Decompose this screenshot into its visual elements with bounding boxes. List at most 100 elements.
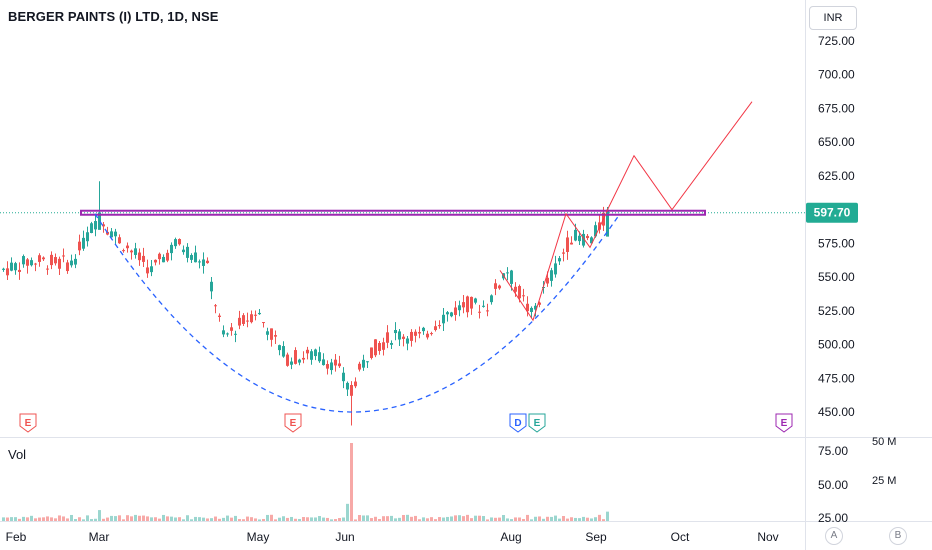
candle-body	[238, 317, 241, 326]
volume-bar	[510, 519, 513, 521]
candle-body	[122, 250, 125, 252]
currency-selector[interactable]: INR	[809, 6, 857, 30]
volume-bar	[138, 515, 141, 521]
volume-bar	[414, 515, 417, 521]
candle-body	[90, 223, 93, 233]
volume-bar	[14, 517, 17, 521]
candles	[2, 181, 609, 426]
volume-bars	[2, 443, 609, 521]
candle-body	[294, 350, 297, 364]
volume-bar	[554, 515, 557, 521]
candle-body	[434, 326, 437, 331]
candle-body	[450, 312, 453, 317]
volume-bar	[410, 516, 413, 521]
candle-body	[274, 335, 277, 337]
price-tick-label: 500.00	[818, 338, 855, 352]
candle-body	[126, 245, 129, 249]
candle-body	[378, 342, 381, 351]
candle-body	[30, 260, 33, 266]
candle-body	[582, 233, 585, 246]
candle-body	[518, 286, 521, 299]
volume-bar	[122, 519, 125, 521]
volume-bar	[578, 518, 581, 521]
volume-bar	[126, 515, 129, 521]
price-tick-label: 725.00	[818, 34, 855, 48]
price-tick-label: 700.00	[818, 68, 855, 82]
candle-body	[346, 382, 349, 390]
volume-bar	[454, 515, 457, 521]
last-price-tag	[806, 202, 858, 223]
candle-body	[554, 263, 557, 275]
candle-body	[262, 322, 265, 324]
candle-body	[594, 225, 597, 237]
volume-bar	[262, 518, 265, 521]
candle-body	[18, 269, 21, 272]
candle-body	[318, 352, 321, 362]
time-tick-label: Oct	[671, 530, 690, 544]
log-scale-button[interactable]: B	[889, 527, 907, 545]
volume-bar	[558, 518, 561, 521]
candle-body	[490, 295, 493, 303]
volume-bar	[102, 518, 105, 521]
volume-bar	[166, 516, 169, 521]
volume-bar	[98, 510, 101, 521]
candle-body	[206, 260, 209, 264]
volume-bar	[314, 517, 317, 521]
time-tick-label: Aug	[500, 530, 521, 544]
volume-label: Vol	[8, 447, 27, 462]
candle-body	[534, 305, 537, 310]
volume-bar	[406, 514, 409, 521]
volume-bar	[142, 515, 145, 521]
candle-body	[514, 286, 517, 292]
candle-body	[398, 331, 401, 340]
volume-bar	[114, 516, 117, 521]
handle-pattern-line	[499, 212, 607, 322]
volume-bar	[134, 514, 137, 521]
candle-body	[194, 252, 197, 263]
volume-bar	[266, 514, 269, 521]
volume-bar	[238, 519, 241, 521]
candle-body	[342, 372, 345, 382]
candle-body	[586, 235, 589, 239]
candle-body	[590, 237, 593, 244]
earnings-marker: E	[284, 413, 302, 433]
volume-bar	[318, 516, 321, 521]
volume-bar	[78, 517, 81, 521]
candle-body	[530, 307, 533, 313]
price-tick-label: 525.00	[818, 304, 855, 318]
candle-body	[334, 359, 337, 366]
volume-bar	[26, 517, 29, 521]
volume-bar	[86, 515, 89, 521]
candle-body	[234, 333, 237, 335]
volume-bar	[426, 518, 429, 521]
candle-body	[558, 258, 561, 262]
candle-body	[54, 257, 57, 264]
candle-body	[298, 359, 301, 363]
candle-body	[58, 258, 61, 269]
candle-body	[50, 254, 53, 266]
candle-body	[46, 268, 49, 270]
volume-bar	[362, 515, 365, 521]
candle-body	[562, 252, 565, 254]
volume-bar	[302, 517, 305, 521]
candle-body	[350, 385, 353, 396]
candle-body	[390, 342, 393, 345]
volume-bar	[202, 517, 205, 521]
volume-bar	[82, 519, 85, 521]
volume-bar	[22, 516, 25, 521]
candle-body	[14, 263, 17, 271]
auto-scale-button[interactable]: A	[825, 527, 843, 545]
candle-body	[550, 270, 553, 281]
volume-bar	[62, 516, 65, 521]
candle-body	[134, 248, 137, 255]
candle-body	[382, 342, 385, 350]
volume-scale-label-25m: 25 M	[872, 475, 897, 487]
volume-bar	[562, 516, 565, 521]
volume-bar	[290, 516, 293, 521]
volume-bar	[478, 515, 481, 521]
price-tick-label: 650.00	[818, 135, 855, 149]
candle-body	[506, 272, 509, 274]
candle-body	[166, 252, 169, 261]
time-tick-label: Jun	[335, 530, 354, 544]
candle-body	[498, 285, 501, 289]
